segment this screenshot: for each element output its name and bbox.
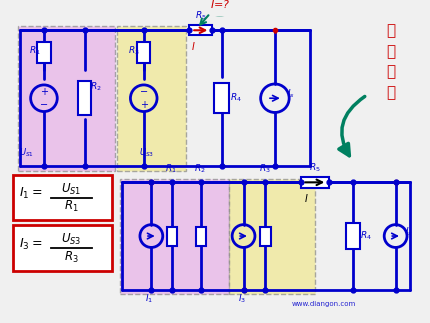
Text: $I_1=$: $I_1=$	[19, 186, 43, 201]
Text: $U_{S3}$: $U_{S3}$	[61, 232, 82, 247]
Bar	[189, 25, 212, 36]
Text: $I$=?: $I$=?	[209, 0, 229, 10]
Text: $I_1$: $I_1$	[145, 293, 153, 306]
Text: www.diangon.com: www.diangon.com	[292, 301, 356, 307]
Text: 举: 举	[385, 65, 394, 79]
Bar	[260, 226, 270, 245]
Text: $I$: $I$	[304, 192, 308, 204]
Bar	[78, 81, 91, 115]
Text: $I_3$: $I_3$	[237, 293, 245, 306]
Text: $U_{S1}$: $U_{S1}$	[19, 147, 34, 159]
Text: $R_3$: $R_3$	[64, 249, 79, 265]
Text: $R_2$: $R_2$	[90, 80, 102, 93]
Text: 例: 例	[385, 86, 394, 100]
Bar	[18, 26, 115, 171]
Bar	[120, 179, 229, 294]
Ellipse shape	[198, 0, 240, 15]
Bar	[12, 225, 112, 271]
Bar	[195, 226, 206, 245]
Text: $R_5$: $R_5$	[194, 9, 206, 22]
Text: $I_3=$: $I_3=$	[19, 236, 43, 252]
Bar	[345, 223, 359, 249]
Bar	[37, 42, 50, 63]
Bar	[117, 26, 185, 171]
Text: −: −	[40, 100, 48, 110]
Text: $I_s$: $I_s$	[404, 226, 412, 238]
Text: $R_3$: $R_3$	[258, 162, 270, 175]
Text: $R_4$: $R_4$	[359, 230, 371, 242]
Bar	[214, 83, 229, 113]
Text: $R_4$: $R_4$	[230, 92, 241, 104]
Text: +: +	[40, 87, 48, 97]
Text: $U_{S1}$: $U_{S1}$	[61, 182, 81, 197]
Bar	[137, 42, 150, 63]
Text: $R_3$: $R_3$	[128, 45, 140, 57]
Text: +: +	[139, 100, 147, 110]
Bar	[12, 175, 112, 220]
Text: $I$: $I$	[191, 40, 195, 52]
Text: $R_2$: $R_2$	[194, 162, 205, 175]
Text: $U_{S3}$: $U_{S3}$	[139, 147, 154, 159]
Text: 用: 用	[385, 44, 394, 59]
Bar	[300, 177, 329, 188]
Text: $R_1$: $R_1$	[64, 199, 79, 214]
Text: $R_5$: $R_5$	[308, 161, 320, 174]
Bar	[167, 226, 177, 245]
Text: 应: 应	[385, 23, 394, 38]
Text: $I_s$: $I_s$	[286, 87, 294, 100]
Text: $R_1$: $R_1$	[28, 45, 40, 57]
Bar	[229, 179, 314, 294]
Text: $R_1$: $R_1$	[165, 162, 177, 175]
Text: −: −	[139, 87, 147, 97]
